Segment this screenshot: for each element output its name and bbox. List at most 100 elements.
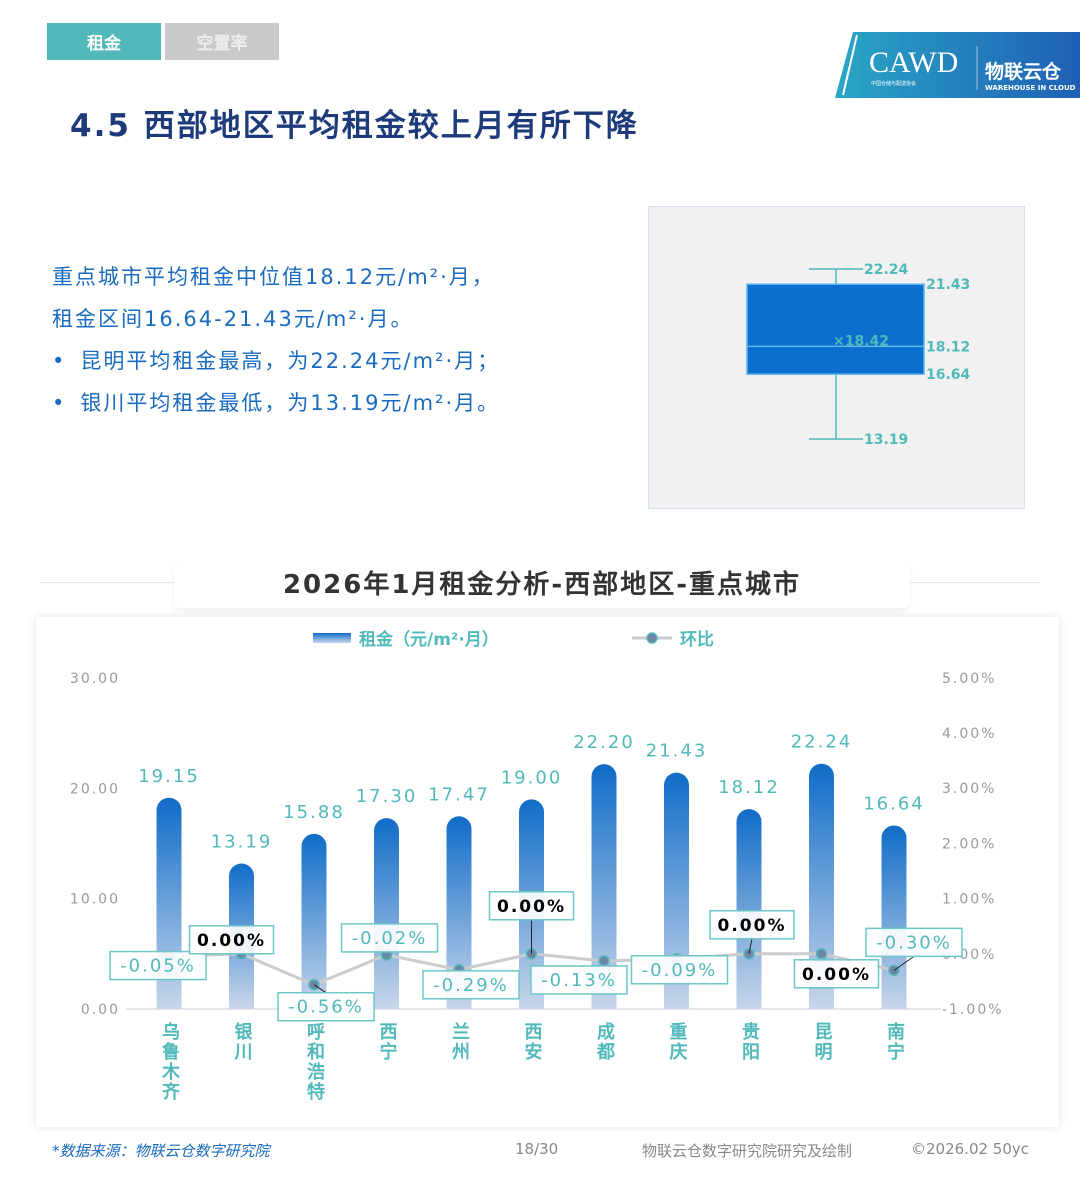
page-number: 18/30 bbox=[515, 1140, 559, 1158]
summary-line: 重点城市平均租金中位值18.12元/m²·月， bbox=[52, 265, 495, 289]
bar-value-label: 19.15 bbox=[138, 766, 200, 787]
bar-value-label: 21.43 bbox=[646, 741, 708, 762]
bar-value-label: 17.47 bbox=[428, 784, 490, 805]
y-right-tick: -1.00% bbox=[942, 1002, 1004, 1018]
bar bbox=[301, 833, 327, 1009]
mom-label: 0.00% bbox=[718, 916, 787, 936]
y-right-tick: 5.00% bbox=[942, 671, 996, 687]
bar-value-label: 22.20 bbox=[573, 732, 635, 753]
x-tick-label: 西 bbox=[525, 1022, 543, 1043]
bar bbox=[374, 818, 399, 1009]
logo: CAWD 中国仓储与配送协会 物联云仓 WAREHOUSE IN CLOUD bbox=[835, 32, 1080, 98]
mom-point bbox=[598, 955, 610, 967]
bar bbox=[591, 764, 617, 1009]
x-tick-label: 宁 bbox=[380, 1041, 398, 1063]
svg-text:WAREHOUSE IN CLOUD: WAREHOUSE IN CLOUD bbox=[985, 84, 1076, 92]
x-tick-label: 宁 bbox=[887, 1041, 905, 1063]
mom-label-box bbox=[630, 955, 729, 985]
bar bbox=[664, 772, 689, 1009]
credit: 物联云仓数字研究院研究及绘制 bbox=[642, 1142, 853, 1160]
bar-value-label: 15.88 bbox=[283, 802, 345, 823]
label-leader bbox=[748, 938, 753, 954]
x-tick-label: 昆 bbox=[815, 1022, 833, 1043]
svg-text:中国仓储与配送协会: 中国仓储与配送协会 bbox=[871, 80, 916, 87]
bar bbox=[736, 809, 762, 1009]
y-right-tick: 4.00% bbox=[942, 726, 996, 742]
tab-rent[interactable]: 租金 bbox=[47, 23, 161, 60]
mom-label-box bbox=[793, 959, 880, 989]
x-tick-label: 贵 bbox=[742, 1022, 760, 1043]
label-max: 22.24 bbox=[864, 262, 909, 278]
bar-line-chart: 租金（元/m²·月） 环比 0.00 10.00 20.00 30.00 -1.00% 0.0… bbox=[70, 629, 1004, 1103]
box-plot: 22.24 21.43 18.12 16.64 13.19 ×18.42 bbox=[746, 262, 971, 448]
bar-value-label: 18.12 bbox=[718, 777, 780, 798]
mom-label-box bbox=[109, 950, 207, 981]
legend-dot bbox=[646, 632, 658, 644]
mom-point bbox=[815, 948, 828, 960]
legend-rent: 租金（元/m²·月） bbox=[359, 629, 499, 650]
x-tick-label: 安 bbox=[525, 1041, 543, 1063]
legend-mom: 环比 bbox=[680, 629, 714, 650]
y-left-tick: 0.00 bbox=[81, 1002, 120, 1018]
x-tick-label: 兰 bbox=[452, 1021, 470, 1043]
mom-label: 0.00% bbox=[197, 931, 266, 951]
x-tick-label: 乌 bbox=[162, 1021, 180, 1043]
summary-line: 租金区间16.64-21.43元/m²·月。 bbox=[52, 307, 414, 331]
bar-value-label: 17.30 bbox=[356, 786, 418, 807]
mom-label: -0.56% bbox=[288, 997, 364, 1018]
label-q3: 21.43 bbox=[926, 277, 970, 293]
mom-label: -0.29% bbox=[433, 975, 509, 996]
mom-label-box bbox=[488, 891, 575, 921]
box-plot-panel: 22.24 21.43 18.12 16.64 13.19 ×18.42 bbox=[648, 206, 1025, 509]
mom-label-box bbox=[530, 965, 628, 995]
x-tick-label: 鲁 bbox=[162, 1041, 180, 1063]
x-tick-label: 重 bbox=[670, 1021, 688, 1043]
x-tick-label: 庆 bbox=[670, 1041, 688, 1063]
data-source: *数据来源：物联云仓数字研究院 bbox=[52, 1142, 270, 1160]
x-tick-label: 木 bbox=[161, 1061, 181, 1083]
mom-label: -0.05% bbox=[120, 956, 196, 977]
label-leader bbox=[313, 984, 327, 994]
tab-vacancy[interactable]: 空置率 bbox=[165, 23, 279, 60]
label-median: 18.12 bbox=[926, 339, 970, 355]
x-tick-label: 特 bbox=[307, 1081, 325, 1103]
page-title: 4.5 西部地区平均租金较上月有所下降 bbox=[70, 108, 639, 144]
x-tick-label: 都 bbox=[596, 1042, 615, 1063]
x-tick-label: 西 bbox=[380, 1022, 398, 1043]
label-q1: 16.64 bbox=[926, 367, 971, 383]
mom-label-box bbox=[422, 970, 520, 1000]
x-tick-label: 浩 bbox=[307, 1062, 325, 1083]
bar-value-label: 19.00 bbox=[501, 767, 563, 788]
x-tick-label: 银 bbox=[235, 1021, 254, 1043]
mom-label: -0.02% bbox=[352, 928, 428, 949]
mom-label-box bbox=[709, 910, 795, 940]
x-tick-label: 阳 bbox=[742, 1042, 760, 1063]
bar-value-label: 13.19 bbox=[211, 832, 273, 853]
mom-label: -0.30% bbox=[876, 932, 952, 953]
mom-label-box bbox=[188, 925, 275, 955]
y-right-tick: 3.00% bbox=[942, 781, 996, 797]
y-left-tick: 20.00 bbox=[70, 781, 120, 797]
bar bbox=[446, 816, 472, 1009]
y-right-tick: 1.00% bbox=[942, 892, 996, 908]
chart-card: 租金（元/m²·月） 环比 0.00 10.00 20.00 30.00 -1.00% 0.0… bbox=[36, 617, 1059, 1127]
chart-title: 2026年1月租金分析-西部地区-重点城市 bbox=[174, 562, 910, 608]
x-tick-label: 川 bbox=[234, 1042, 253, 1063]
mom-label: 0.00% bbox=[802, 965, 871, 985]
mom-label: -0.09% bbox=[642, 960, 718, 981]
label-leader bbox=[893, 955, 915, 971]
summary-bullet: 银川平均租金最低，为13.19元/m²·月。 bbox=[52, 382, 500, 424]
copyright: ©2026.02 50yc bbox=[911, 1140, 1030, 1158]
bar-value-label: 16.64 bbox=[863, 793, 925, 814]
bar-value-label: 22.24 bbox=[791, 732, 853, 753]
mom-label-box bbox=[865, 927, 963, 958]
x-tick-label: 和 bbox=[307, 1042, 325, 1063]
box-iqr bbox=[746, 283, 925, 375]
label-mean: ×18.42 bbox=[833, 333, 889, 349]
bar bbox=[809, 763, 834, 1009]
legend-bar-swatch bbox=[313, 633, 351, 643]
svg-text:物联云仓: 物联云仓 bbox=[985, 60, 1062, 83]
summary-bullet: 昆明平均租金最高，为22.24元/m²·月； bbox=[52, 340, 500, 382]
svg-text:CAWD: CAWD bbox=[869, 46, 958, 79]
summary-text: 重点城市平均租金中位值18.12元/m²·月， 租金区间16.64-21.43元… bbox=[52, 256, 500, 424]
